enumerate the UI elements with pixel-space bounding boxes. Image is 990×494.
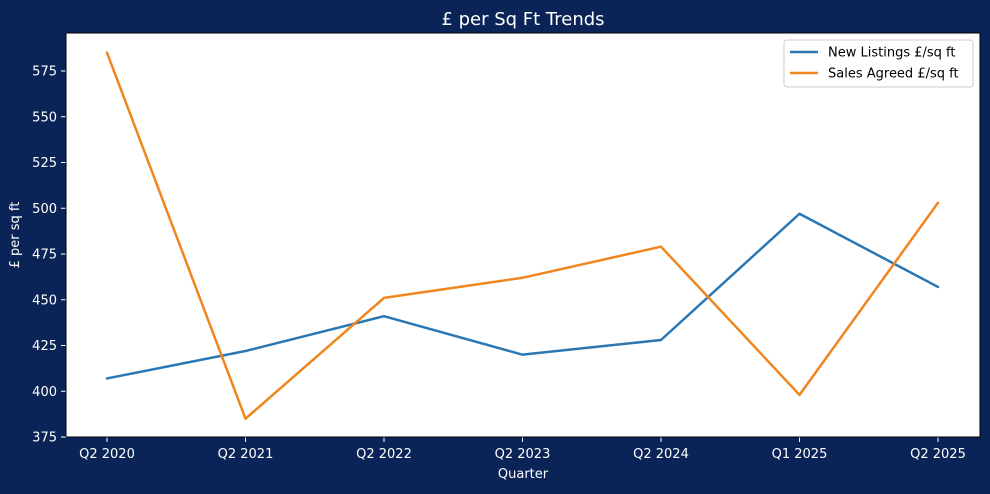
x-tick-label: Q2 2025 — [910, 447, 966, 462]
y-tick-label: 500 — [32, 202, 57, 217]
y-tick-label: 425 — [32, 339, 57, 354]
chart-title: £ per Sq Ft Trends — [441, 9, 604, 30]
x-tick-label: Q2 2021 — [218, 447, 274, 462]
y-tick-label: 475 — [32, 248, 57, 263]
y-tick-label: 375 — [32, 431, 57, 446]
x-tick-label: Q2 2022 — [356, 447, 412, 462]
x-axis: Q2 2020 Q2 2021 Q2 2022 Q2 2023 Q2 2024 Q1 20… — [79, 437, 966, 462]
y-axis: 375 400 425 450 475 500 525 550 575 — [32, 65, 66, 446]
y-tick-label: 550 — [32, 110, 57, 125]
x-tick-label: Q2 2024 — [633, 447, 689, 462]
plot-area — [66, 33, 980, 437]
x-tick-label: Q2 2023 — [495, 447, 551, 462]
x-axis-label: Quarter — [498, 467, 549, 482]
legend-label-sales-agreed: Sales Agreed £/sq ft — [828, 67, 959, 82]
y-tick-label: 450 — [32, 293, 57, 308]
y-tick-label: 400 — [32, 385, 57, 400]
legend: New Listings £/sq ft Sales Agreed £/sq f… — [784, 40, 973, 87]
legend-label-new-listings: New Listings £/sq ft — [828, 46, 955, 61]
y-tick-label: 575 — [32, 65, 57, 80]
x-tick-label: Q1 2025 — [772, 447, 828, 462]
x-tick-label: Q2 2020 — [79, 447, 135, 462]
y-tick-label: 525 — [32, 156, 57, 171]
y-axis-label: £ per sq ft — [8, 202, 23, 269]
